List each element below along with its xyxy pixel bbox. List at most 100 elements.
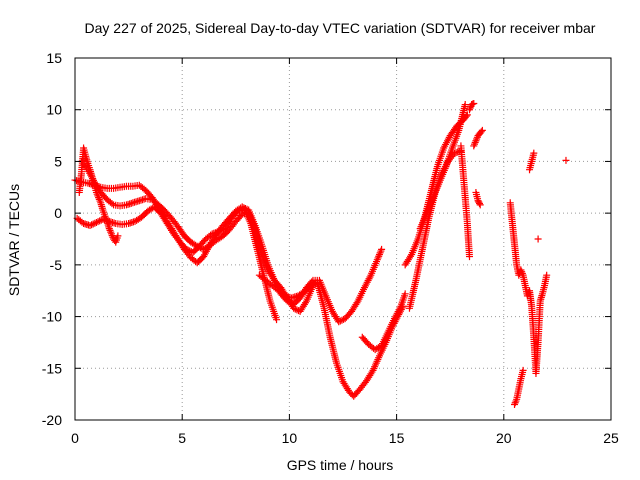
data-point <box>534 235 542 243</box>
data-point <box>512 397 520 405</box>
y-tick-label: -5 <box>50 257 63 273</box>
data-point <box>377 247 385 255</box>
series-track-o <box>511 366 527 408</box>
data-point <box>374 254 382 262</box>
data-point <box>517 266 525 274</box>
data-point <box>511 399 519 407</box>
data-point <box>465 106 473 114</box>
data-point <box>273 316 281 324</box>
data-point <box>478 126 486 134</box>
series-track-q <box>534 235 542 243</box>
data-point <box>368 368 376 376</box>
x-tick-label: 0 <box>71 430 79 446</box>
y-axis-label: SDTVAR / TECUs <box>6 184 22 296</box>
series-track-n <box>506 199 551 377</box>
data-point <box>407 252 415 260</box>
data-point <box>216 227 224 235</box>
data-point <box>301 299 309 307</box>
data-point <box>477 128 485 136</box>
series-track-b <box>73 203 281 324</box>
data-point <box>182 245 190 253</box>
data-point <box>472 137 480 145</box>
data-point <box>476 199 484 207</box>
data-point <box>375 251 383 259</box>
data-point <box>86 222 94 230</box>
data-point <box>338 316 346 324</box>
data-point <box>193 242 201 250</box>
series-track-a <box>71 176 386 326</box>
y-tick-label: 10 <box>46 102 62 118</box>
y-tick-label: -15 <box>42 360 62 376</box>
data-point <box>107 228 115 236</box>
data-point <box>102 214 110 222</box>
data-point <box>96 217 104 225</box>
data-point <box>105 225 113 233</box>
data-point <box>184 246 192 254</box>
data-point <box>114 232 122 240</box>
data-point <box>218 226 226 234</box>
data-point <box>470 140 478 148</box>
data-point <box>107 230 115 238</box>
data-point <box>401 290 409 298</box>
data-point <box>473 135 481 143</box>
data-point <box>470 142 478 150</box>
grid <box>75 58 611 420</box>
data-point <box>543 271 551 279</box>
data-point <box>335 318 343 326</box>
plot-frame <box>74 57 612 421</box>
data-point <box>94 218 102 226</box>
chart-title: Day 227 of 2025, Sidereal Day-to-day VTE… <box>85 20 596 36</box>
series-track-i <box>457 142 473 261</box>
series-track-d <box>255 271 407 400</box>
y-tick-label: -20 <box>42 412 62 428</box>
y-tick-label: -10 <box>42 309 62 325</box>
data-point <box>353 299 361 307</box>
data-point <box>530 149 538 157</box>
data-point <box>461 101 469 109</box>
data-point <box>336 317 344 325</box>
data-point <box>195 243 203 251</box>
data-point <box>93 190 101 198</box>
data-point <box>373 256 381 264</box>
x-tick-label: 20 <box>496 430 512 446</box>
data-point <box>95 195 103 203</box>
data-point <box>96 197 104 205</box>
series-track-m <box>472 188 484 209</box>
x-tick-label: 10 <box>282 430 298 446</box>
x-axis-label: GPS time / hours <box>287 457 394 473</box>
data-point <box>94 192 102 200</box>
y-tick-label: 0 <box>54 205 62 221</box>
data-point <box>91 219 99 227</box>
data-point <box>378 245 386 253</box>
series-track-h <box>416 101 469 233</box>
data-point <box>88 221 96 229</box>
data-point <box>511 400 519 408</box>
data-point <box>376 249 384 257</box>
data-point <box>518 269 526 277</box>
x-tick-label: 25 <box>603 430 619 446</box>
data-point <box>476 201 484 209</box>
data-point <box>291 305 299 313</box>
series-track-l <box>465 100 478 114</box>
data-point <box>465 253 473 261</box>
y-tick-label: 15 <box>46 50 62 66</box>
x-tick-label: 5 <box>178 430 186 446</box>
data-point <box>95 194 103 202</box>
data-point <box>106 226 114 234</box>
data-point <box>89 220 97 228</box>
data-point <box>92 218 100 226</box>
data-point <box>307 282 315 290</box>
data-point <box>108 200 116 208</box>
y-tick-label: 5 <box>54 153 62 169</box>
data-point <box>92 188 100 196</box>
data-point <box>102 216 110 224</box>
data-point <box>519 366 527 374</box>
data-point <box>215 228 223 236</box>
data-point <box>375 252 383 260</box>
data-points <box>71 100 570 408</box>
data-point <box>470 100 478 108</box>
axis-ticks: 0 5 10 15 20 25 -20 -15 -10 -5 0 5 10 15 <box>42 50 619 446</box>
x-tick-label: 15 <box>389 430 405 446</box>
series-track-e <box>358 290 409 354</box>
